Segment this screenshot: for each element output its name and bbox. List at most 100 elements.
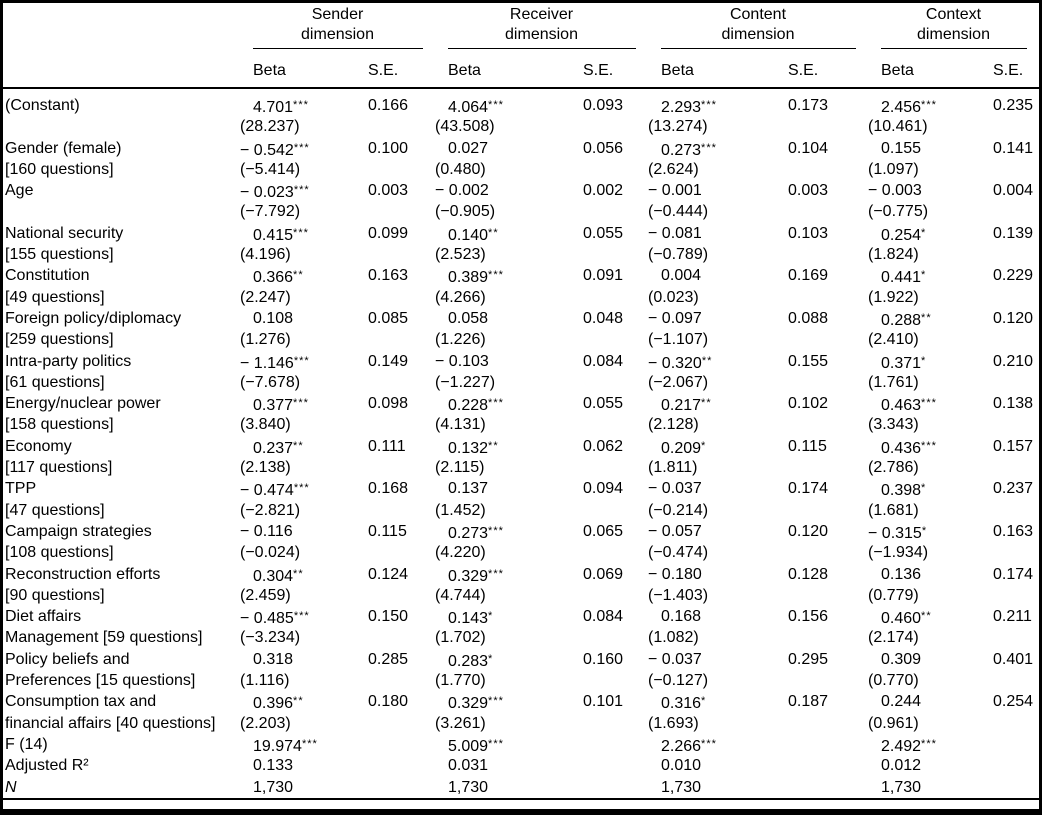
se-value: 0.166 xyxy=(368,97,409,114)
se-empty xyxy=(993,627,1039,648)
se-empty xyxy=(368,777,435,798)
beta-value: 0.288** xyxy=(881,311,932,330)
se-value: 0.101 xyxy=(583,693,624,711)
row-sublabel: Preferences [15 questions] xyxy=(5,672,196,690)
t-value: (−1.403) xyxy=(648,586,709,604)
t-value: (2.128) xyxy=(648,416,699,434)
se-empty xyxy=(993,201,1039,222)
se-empty xyxy=(583,755,648,776)
dimension-title-line1: Content xyxy=(729,6,787,23)
row-sublabel xyxy=(3,116,240,137)
t-value: (28.237) xyxy=(240,118,300,136)
se-value: 0.085 xyxy=(368,309,409,327)
se-empty xyxy=(583,457,648,478)
beta-value: 0.140** xyxy=(448,226,499,244)
significance-stars: ** xyxy=(921,610,932,623)
se-value: 0.128 xyxy=(788,565,829,583)
se-empty xyxy=(583,287,648,308)
beta-value: 4.064*** xyxy=(448,99,504,117)
beta-value: 0.329*** xyxy=(448,695,504,713)
row-label: National security xyxy=(5,224,124,242)
t-value: (1.116) xyxy=(240,672,290,690)
significance-stars: * xyxy=(921,482,927,495)
beta-value: 0.398* xyxy=(881,482,927,500)
se-empty xyxy=(583,201,648,222)
significance-stars: *** xyxy=(301,737,318,750)
se-value: 0.168 xyxy=(368,480,409,498)
beta-value: 4.701*** xyxy=(253,99,309,117)
se-empty xyxy=(368,500,435,521)
beta-column-header: Beta xyxy=(881,61,914,79)
se-value: 0.062 xyxy=(583,437,624,455)
se-empty xyxy=(788,585,868,606)
se-empty xyxy=(583,329,648,350)
se-value: 0.120 xyxy=(993,309,1034,327)
t-value: (−0.905) xyxy=(435,203,496,221)
t-value: (2.523) xyxy=(435,246,486,264)
se-empty xyxy=(993,287,1039,308)
t-value: (2.138) xyxy=(240,459,291,477)
beta-value: 0.441* xyxy=(881,269,927,287)
header-spacer xyxy=(3,51,240,87)
t-value: (1.693) xyxy=(648,714,699,732)
significance-stars: *** xyxy=(293,610,310,623)
row-sublabel: [49 questions] xyxy=(5,288,105,306)
se-column-header: S.E. xyxy=(368,61,399,79)
se-empty xyxy=(993,542,1039,563)
se-empty xyxy=(583,372,648,393)
se-value: 0.163 xyxy=(993,522,1034,540)
t-value: (−0.775) xyxy=(868,203,929,221)
significance-stars: *** xyxy=(488,99,504,111)
t-value: (−1.227) xyxy=(435,373,496,391)
se-value: 0.104 xyxy=(788,139,829,157)
se-empty xyxy=(788,542,868,563)
t-value: (2.174) xyxy=(868,629,919,647)
se-value: 0.157 xyxy=(993,437,1034,455)
se-value: 0.088 xyxy=(788,309,829,327)
se-value: 0.084 xyxy=(583,352,624,370)
t-value: (2.459) xyxy=(240,586,291,604)
se-empty xyxy=(368,159,435,180)
t-value: (−0.444) xyxy=(648,203,709,221)
t-value: (2.786) xyxy=(868,459,919,477)
se-empty xyxy=(583,734,648,755)
t-value: (1.276) xyxy=(240,331,291,349)
t-value: (0.023) xyxy=(648,288,699,306)
beta-value: − 0.023*** xyxy=(240,184,310,202)
beta-value: 0.436*** xyxy=(881,439,937,457)
se-empty xyxy=(368,734,435,755)
se-value: 0.084 xyxy=(583,608,624,626)
stat-label: Adjusted R² xyxy=(5,757,89,775)
se-value: 0.099 xyxy=(368,224,409,242)
se-empty xyxy=(583,414,648,435)
t-value: (1.226) xyxy=(435,331,486,349)
beta-value: 0.309 xyxy=(881,650,922,668)
t-value: (1.082) xyxy=(648,629,699,647)
se-value: 0.139 xyxy=(993,224,1034,242)
row-label: Policy beliefs and xyxy=(5,650,130,668)
t-value: (0.480) xyxy=(435,160,486,178)
se-empty xyxy=(993,329,1039,350)
beta-value: − 0.003 xyxy=(868,182,922,200)
se-empty xyxy=(368,287,435,308)
stat-value: 1,730 xyxy=(881,778,922,796)
se-value: 0.055 xyxy=(583,395,624,413)
se-value: 0.098 xyxy=(368,395,409,413)
se-value: 0.160 xyxy=(583,650,624,668)
t-value: (1.452) xyxy=(435,501,486,519)
se-value: 0.210 xyxy=(993,352,1034,370)
stat-value: 1,730 xyxy=(661,778,702,796)
row-label: Consumption tax and xyxy=(5,693,157,711)
header-spacer xyxy=(3,3,240,51)
beta-value: − 0.037 xyxy=(648,480,702,498)
t-value: (−7.792) xyxy=(240,203,301,221)
beta-value: − 1.146*** xyxy=(240,354,310,372)
row-sublabel: [259 questions] xyxy=(5,331,114,349)
se-empty xyxy=(788,734,868,755)
t-value: (−7.678) xyxy=(240,373,301,391)
significance-stars: * xyxy=(701,439,707,452)
se-empty xyxy=(788,372,868,393)
t-value: (4.266) xyxy=(435,288,486,306)
significance-stars: *** xyxy=(488,524,504,537)
